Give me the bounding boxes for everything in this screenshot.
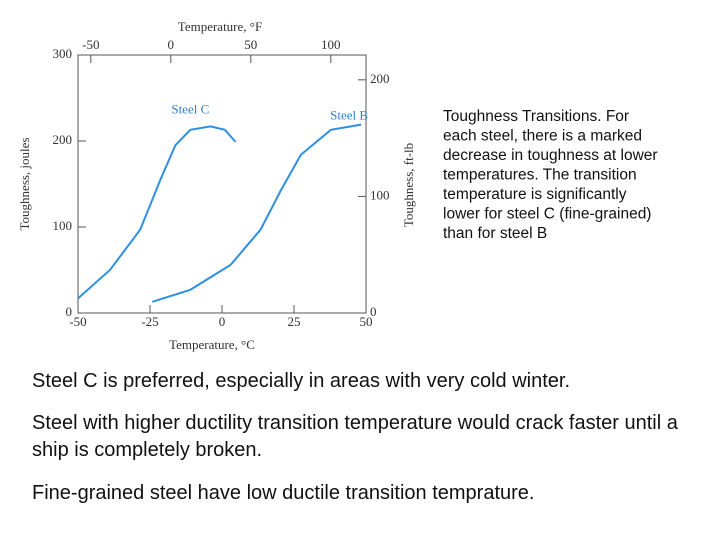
y-tick-label: 200 xyxy=(53,132,73,147)
y-axis-title: Toughness, joules xyxy=(17,138,32,231)
y2-tick-label: 100 xyxy=(370,187,390,202)
x-tick-label: -25 xyxy=(141,314,158,329)
caption-line: decrease in toughness at lower xyxy=(443,147,658,164)
x-tick-label: 50 xyxy=(360,314,373,329)
paragraph: Steel C is preferred, especially in area… xyxy=(32,370,571,392)
series-label: Steel C xyxy=(171,101,209,116)
paragraph: Steel with higher ductility transition t… xyxy=(32,412,678,461)
caption-line: temperatures. The transition xyxy=(443,167,637,184)
line xyxy=(77,125,237,300)
y-tick-label: 300 xyxy=(53,46,73,61)
caption-line: than for steel B xyxy=(443,225,547,242)
x-axis-title: Temperature, °C xyxy=(169,337,255,352)
caption-line: Toughness Transitions. For xyxy=(443,108,629,125)
caption-line: temperature is significantly xyxy=(443,186,627,203)
plot-frame xyxy=(77,54,367,314)
x2-axis-title: Temperature, °F xyxy=(178,19,262,34)
x2-tick-label: 0 xyxy=(168,37,175,52)
caption-line: lower for steel C (fine-grained) xyxy=(443,206,651,223)
chart: -50 -25 0 25 50-50 0 50 10001002003000100200Tem… xyxy=(17,19,658,352)
y2-tick-label: 0 xyxy=(370,304,377,319)
paragraph: Fine-grained steel have low ductile tran… xyxy=(32,482,535,504)
x-tick-label: 0 xyxy=(219,314,226,329)
y-tick-label: 100 xyxy=(53,218,73,233)
x2-tick-label: 100 xyxy=(321,37,341,52)
y2-tick-label: 200 xyxy=(370,71,390,86)
x2-tick-label: -50 xyxy=(82,37,99,52)
x-tick-label: -50 xyxy=(69,314,86,329)
y-tick-label: 0 xyxy=(66,304,73,319)
x-tick-label: 25 xyxy=(288,314,301,329)
line xyxy=(152,123,362,303)
y2-axis-title: Toughness, ft-lb xyxy=(401,143,416,227)
series-label: Steel B xyxy=(330,108,368,123)
x2-tick-label: 50 xyxy=(244,37,257,52)
caption-line: each steel, there is a marked xyxy=(443,128,642,145)
